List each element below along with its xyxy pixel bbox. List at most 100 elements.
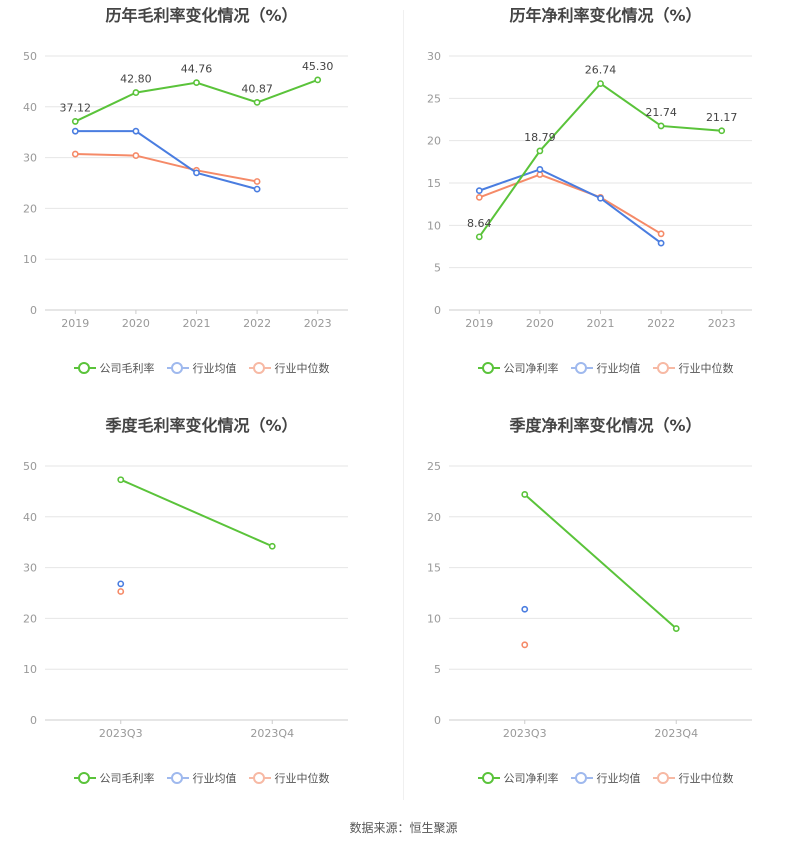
y-tick-label: 20 xyxy=(23,202,37,215)
company-data-point xyxy=(536,147,544,155)
avg-series-marker-icon xyxy=(166,362,189,374)
y-tick-label: 30 xyxy=(23,562,37,575)
median-series-line xyxy=(75,153,258,183)
avg-data-point xyxy=(657,239,665,247)
median-series-marker-icon xyxy=(652,772,675,784)
company-series-marker-icon xyxy=(477,362,500,374)
avg-series-marker-icon xyxy=(166,772,189,784)
y-tick-label: 30 xyxy=(427,50,441,63)
company-series-line xyxy=(478,82,722,238)
quarterly-net-margin-chart: 0 5 10 15 20 25 2023Q3 2023Q4 xyxy=(427,460,752,740)
avg-data-point xyxy=(536,166,544,173)
y-tick-label: 20 xyxy=(427,511,441,524)
chart-title: 历年净利率变化情况（%） xyxy=(509,6,702,25)
legend-median-label: 行业中位数 xyxy=(274,362,330,375)
x-tick-label: 2022 xyxy=(647,317,675,330)
x-tick-label: 2020 xyxy=(122,317,150,330)
median-data-point xyxy=(657,230,665,238)
legend-company-label: 公司净利率 xyxy=(503,772,559,785)
legend-avg[interactable]: 行业均值 xyxy=(570,770,641,786)
legend-avg-label: 行业均值 xyxy=(192,772,237,785)
legend-avg[interactable]: 行业均值 xyxy=(166,770,237,786)
legend-avg[interactable]: 行业均值 xyxy=(166,360,237,376)
x-tick-label: 2023Q4 xyxy=(654,727,698,740)
y-tick-label: 15 xyxy=(427,562,441,575)
avg-data-point xyxy=(193,169,200,177)
data-source-note: 数据来源：恒生聚源 xyxy=(349,821,458,835)
chart-title: 季度净利率变化情况（%） xyxy=(509,416,702,435)
data-label: 26.74 xyxy=(585,64,617,77)
annual-net-margin-panel: 0 5 10 15 20 25 30 2019 2020 2021 2022 2023 8.64 18.7… xyxy=(404,0,807,410)
y-tick-label: 10 xyxy=(23,663,37,676)
data-label: 44.76 xyxy=(181,63,213,76)
legend-median[interactable]: 行业中位数 xyxy=(248,360,330,376)
data-label: 18.79 xyxy=(524,131,556,144)
median-data-point xyxy=(253,178,261,185)
y-tick-label: 0 xyxy=(434,714,441,727)
data-label: 8.64 xyxy=(467,217,492,230)
legend-company[interactable]: 公司净利率 xyxy=(477,360,559,376)
avg-data-point xyxy=(253,185,261,193)
company-series-line xyxy=(524,493,677,630)
legend-median[interactable]: 行业中位数 xyxy=(652,360,734,376)
x-tick-label: 2023Q3 xyxy=(503,727,547,740)
legend-company[interactable]: 公司毛利率 xyxy=(73,770,155,786)
y-tick-label: 5 xyxy=(434,663,441,676)
legend-median[interactable]: 行业中位数 xyxy=(248,770,330,786)
x-tick-label: 2023 xyxy=(708,317,736,330)
company-data-point xyxy=(521,491,529,498)
avg-data-point xyxy=(597,194,604,202)
avg-series-line xyxy=(478,168,662,244)
y-tick-label: 40 xyxy=(23,511,37,524)
data-label: 21.74 xyxy=(645,106,677,119)
y-tick-label: 10 xyxy=(427,219,441,232)
chart-title: 历年毛利率变化情况（%） xyxy=(105,6,298,25)
median-data-point xyxy=(521,641,529,649)
legend: 公司毛利率 行业均值 行业中位数 xyxy=(0,770,403,786)
company-series-line xyxy=(74,78,319,123)
legend: 公司净利率 行业均值 行业中位数 xyxy=(404,360,807,376)
median-series-marker-icon xyxy=(248,772,271,784)
quarterly-net-margin-panel: 0 5 10 15 20 25 2023Q3 2023Q4 季度净利率变化情况（%） 公司净利… xyxy=(404,410,807,820)
median-data-point xyxy=(71,150,79,158)
avg-data-point xyxy=(117,580,125,588)
y-tick-label: 15 xyxy=(427,177,441,190)
y-tick-label: 0 xyxy=(30,714,37,727)
x-tick-label: 2022 xyxy=(243,317,271,330)
company-data-point xyxy=(597,80,604,88)
median-data-point xyxy=(117,588,125,595)
x-tick-label: 2020 xyxy=(526,317,554,330)
avg-series-line xyxy=(75,130,258,191)
avg-data-point xyxy=(475,187,483,195)
chart-title: 季度毛利率变化情况（%） xyxy=(105,416,298,435)
x-tick-label: 2023Q3 xyxy=(99,727,143,740)
legend-avg-label: 行业均值 xyxy=(192,362,237,375)
y-tick-label: 20 xyxy=(427,135,441,148)
legend-company-label: 公司毛利率 xyxy=(99,772,155,785)
annual-net-margin-chart: 0 5 10 15 20 25 30 2019 2020 2021 2022 2023 8.64 18.7… xyxy=(427,50,752,330)
company-series-marker-icon xyxy=(477,772,500,784)
avg-data-point xyxy=(132,127,140,135)
median-series-marker-icon xyxy=(652,362,675,374)
company-series-line xyxy=(120,478,273,548)
x-tick-label: 2021 xyxy=(587,317,615,330)
legend-avg-label: 行业均值 xyxy=(596,772,641,785)
legend-company[interactable]: 公司毛利率 xyxy=(73,360,155,376)
legend-median-label: 行业中位数 xyxy=(274,772,330,785)
company-data-point xyxy=(71,118,79,125)
x-tick-label: 2019 xyxy=(465,317,493,330)
company-data-point xyxy=(475,233,483,241)
legend-avg[interactable]: 行业均值 xyxy=(570,360,641,376)
legend-median[interactable]: 行业中位数 xyxy=(652,770,734,786)
avg-series-marker-icon xyxy=(570,772,593,784)
annual-gross-margin-panel: 0 10 20 30 40 50 2019 2020 2021 2022 2023 37.12 42.8… xyxy=(0,0,403,410)
x-tick-label: 2021 xyxy=(183,317,211,330)
company-data-point xyxy=(253,98,261,106)
company-data-point xyxy=(657,122,665,130)
legend-company[interactable]: 公司净利率 xyxy=(477,770,559,786)
company-data-point xyxy=(314,76,322,84)
company-series-marker-icon xyxy=(73,362,96,374)
quarterly-gross-margin-panel: 0 10 20 30 40 50 2023Q3 2023Q4 季度毛利率变化情况（%） 公司毛… xyxy=(0,410,403,820)
y-tick-label: 30 xyxy=(23,152,37,165)
median-series-line xyxy=(478,173,662,235)
